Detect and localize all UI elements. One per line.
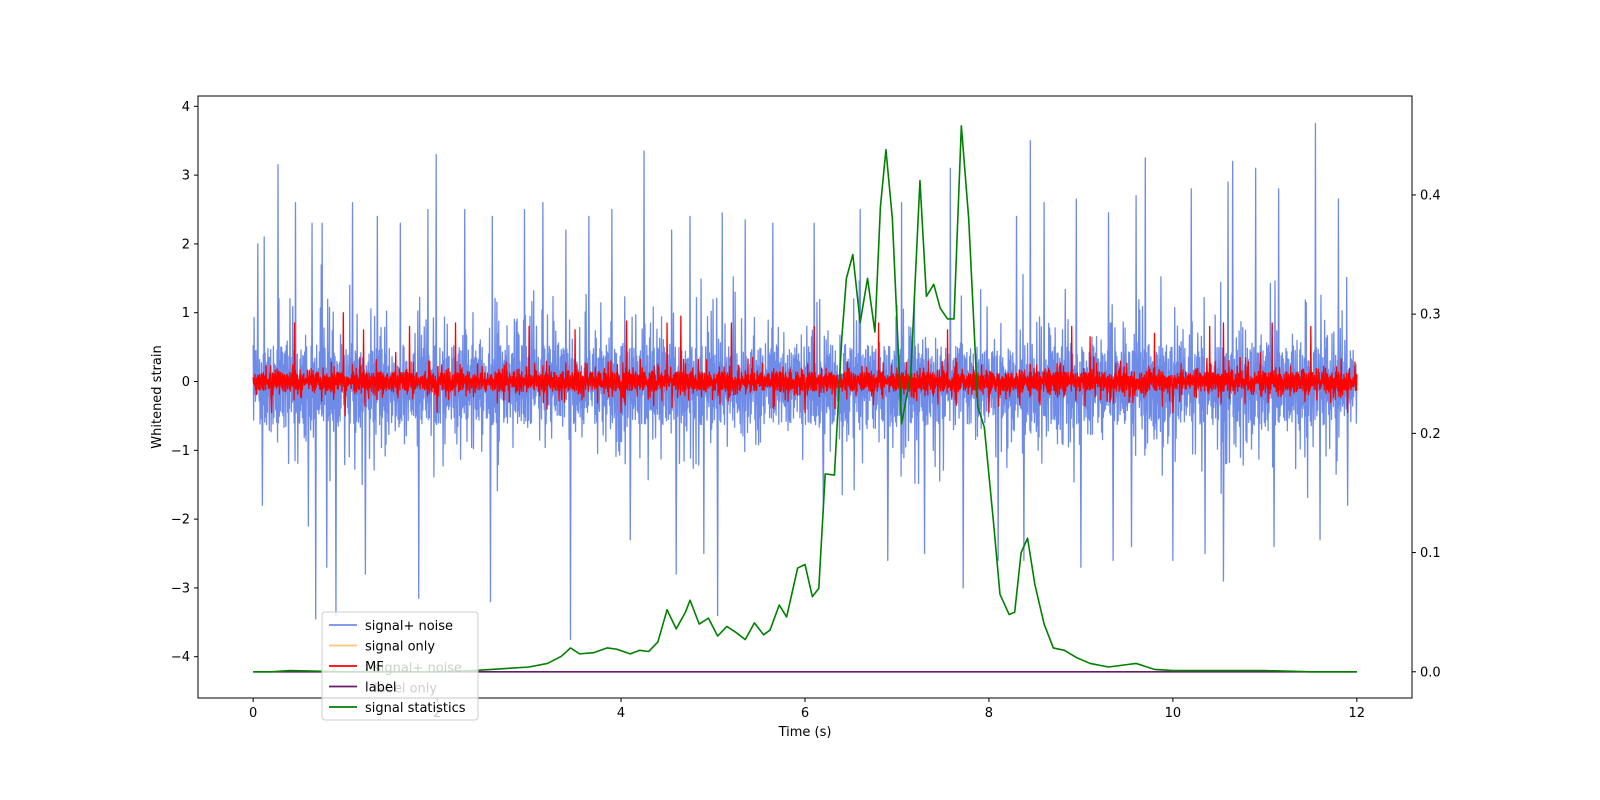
y-tick-label: −1 (171, 444, 190, 459)
y-tick-label: 3 (182, 169, 190, 184)
legend: signal+ noiselabel onlysignal+ noisesign… (321, 611, 479, 721)
y-tick-label: 4 (182, 100, 190, 115)
legend-label: signal+ noise (365, 619, 453, 634)
y-axis-label: Whitened strain (150, 345, 165, 448)
y2-tick-label: 0.0 (1420, 665, 1441, 680)
legend-box (321, 611, 479, 721)
legend-label: signal only (365, 640, 435, 655)
series-line-signal-noise (252, 122, 1358, 641)
y2-tick-label: 0.4 (1420, 188, 1441, 203)
y2-tick-label: 0.3 (1420, 308, 1441, 323)
x-axis-label: Time (s) (778, 725, 832, 740)
x-tick-label: 8 (985, 706, 993, 721)
series-line-signal-statistics (253, 125, 1357, 673)
x-tick-label: 6 (801, 706, 809, 721)
series-line-mf (252, 312, 1358, 417)
legend-label: MF (365, 660, 384, 675)
y-tick-label: 0 (182, 375, 190, 390)
y-tick-label: −3 (171, 581, 190, 596)
y2-tick-label: 0.2 (1420, 427, 1441, 442)
x-tick-label: 0 (249, 706, 257, 721)
y-tick-label: −4 (171, 650, 190, 665)
legend-label: signal statistics (365, 701, 466, 716)
y2-tick-label: 0.1 (1420, 546, 1441, 561)
y-tick-label: 1 (182, 306, 190, 321)
legend-label: label (365, 681, 396, 696)
y-tick-label: −2 (171, 513, 190, 528)
x-tick-label: 12 (1349, 706, 1366, 721)
y-tick-label: 2 (182, 237, 190, 252)
x-tick-label: 4 (617, 706, 625, 721)
x-tick-label: 10 (1165, 706, 1182, 721)
